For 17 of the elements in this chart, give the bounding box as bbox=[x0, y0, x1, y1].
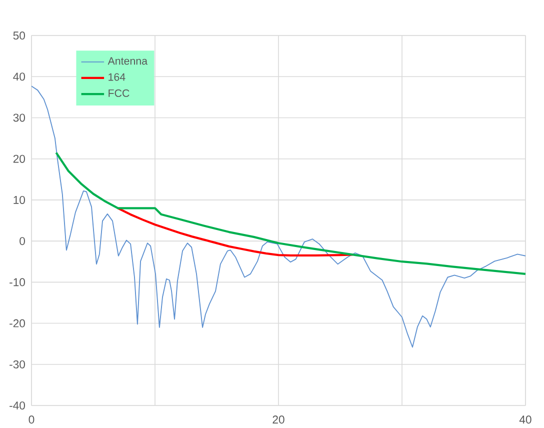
y-tick-label: 50 bbox=[13, 32, 25, 40]
legend-label: 164 bbox=[108, 73, 126, 81]
x-tick-label: 40 bbox=[519, 416, 532, 424]
y-tick-label: 10 bbox=[14, 196, 25, 204]
legend-label: FCC bbox=[108, 89, 130, 97]
y-tick-label: -40 bbox=[10, 402, 25, 410]
y-tick-label: 30 bbox=[13, 114, 25, 122]
y-tick-label: -30 bbox=[10, 360, 25, 368]
y-tick-label: -20 bbox=[10, 319, 25, 328]
y-tick-label: 20 bbox=[13, 154, 25, 163]
x-tick-label: 0 bbox=[28, 416, 34, 424]
y-tick-label: 40 bbox=[13, 72, 25, 81]
y-tick-label: -10 bbox=[10, 278, 25, 286]
x-tick-label: 20 bbox=[272, 416, 284, 424]
y-tick-label: 0 bbox=[20, 237, 26, 246]
legend-label: Antenna bbox=[108, 57, 148, 65]
line-series bbox=[31, 86, 526, 348]
